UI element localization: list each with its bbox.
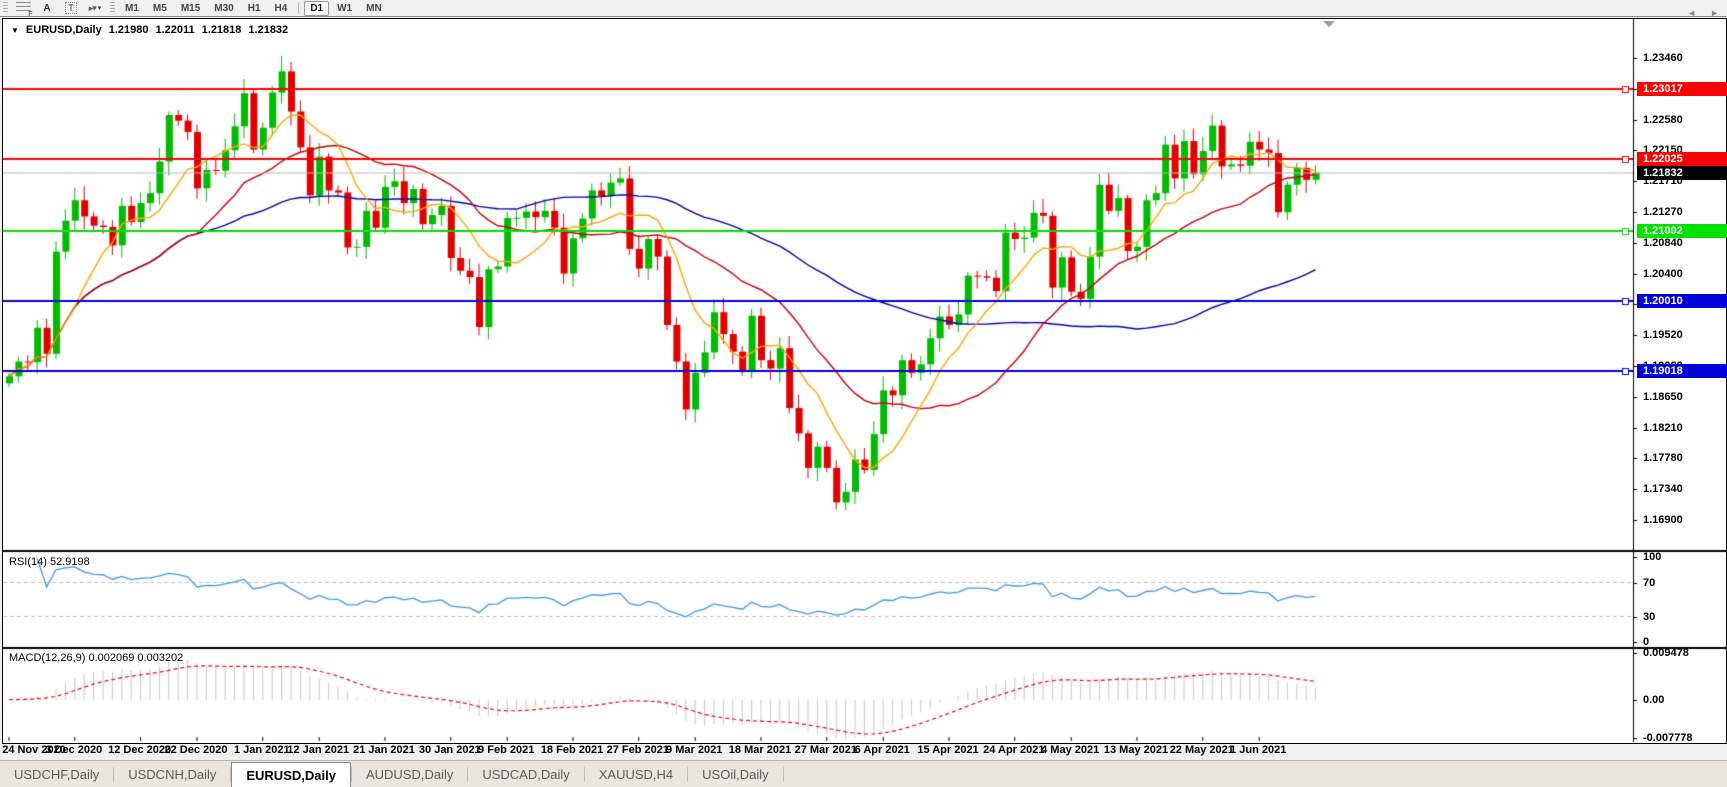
price-line-badge: 1.20010	[1637, 294, 1727, 308]
date-tick-label: 1 Jun 2021	[1230, 744, 1287, 756]
chart-tab-bar: USDCHF,Daily USDCNH,Daily EURUSD,Daily AUDU…	[0, 760, 1727, 787]
macd-tick-label: 0.009478	[1643, 647, 1689, 659]
chart-symbol: EURUSD,Daily	[25, 24, 102, 36]
macd-tick-label: 0.00	[1643, 693, 1665, 706]
timeframe-button-group: M1 M5 M15 M30 H1 H4 D1 W1 MN	[118, 0, 389, 16]
fibonacci-icon: F	[15, 2, 33, 18]
timeframe-button-m30[interactable]: M30	[214, 2, 234, 14]
shapes-tool-button[interactable]: ▸▾ ▾	[84, 1, 106, 15]
fibonacci-tool-button[interactable]: F	[12, 1, 34, 18]
toolbar-grip-2[interactable]	[110, 2, 115, 14]
date-tick-label: 27 Feb 2021	[606, 744, 669, 756]
rsi-label: RSI(14) 52.9198	[9, 556, 90, 568]
date-tick-label: 18 Feb 2021	[540, 744, 604, 756]
chart-open: 1.21980	[108, 24, 149, 36]
price-tick-label: 1.19520	[1643, 329, 1683, 342]
date-tick-label: 22 Dec 2020	[164, 744, 228, 756]
date-tick-label: 13 May 2021	[1103, 744, 1169, 756]
tab-divider	[113, 767, 115, 782]
price-tick-label: 1.20840	[1643, 236, 1683, 249]
price-line-badge: 1.22025	[1637, 152, 1727, 166]
price-line-badge: 1.21002	[1637, 224, 1727, 238]
date-tick-label: 27 Mar 2021	[794, 744, 857, 756]
chart-title: ▼ EURUSD,Daily 1.21980 1.22011 1.21818 1…	[11, 24, 288, 36]
chart-low: 1.21818	[201, 24, 242, 36]
rsi-tick-label: 30	[1643, 610, 1656, 623]
timeframe-button-m1[interactable]: M1	[125, 2, 139, 14]
rsi-tick-label: 70	[1643, 576, 1656, 589]
current-price-badge: 1.21832	[1637, 166, 1727, 180]
date-tick-label: 21 Jan 2021	[353, 744, 415, 756]
macd-label: MACD(12,26,9) 0.002069 0.003202	[9, 652, 184, 664]
chevron-down-icon: ▾	[97, 5, 102, 12]
timeframe-button-h4[interactable]: H4	[274, 2, 288, 14]
date-tick-label: 18 Mar 2021	[728, 744, 792, 756]
price-tick-label: 1.23460	[1643, 52, 1683, 64]
rsi-tick-label: 100	[1643, 551, 1662, 563]
price-line-badge: 1.23017	[1637, 82, 1727, 96]
date-tick-label: 12 Jan 2021	[287, 744, 350, 756]
tab-scroll-left-icon[interactable]: ◄	[1687, 8, 1697, 18]
date-tick-label: 15 Apr 2021	[917, 744, 979, 756]
price-tick-label: 1.20400	[1643, 267, 1683, 280]
chart-tab-audusd[interactable]: AUDUSD,Daily	[365, 767, 454, 782]
chart-tab-usdcad[interactable]: USDCAD,Daily	[482, 767, 570, 782]
price-tick-label: 1.22580	[1643, 113, 1683, 126]
chart-tab-usdchf[interactable]: USDCHF,Daily	[14, 767, 100, 782]
date-tick-label: 6 Apr 2021	[854, 744, 910, 756]
text-tool-button[interactable]: T	[60, 1, 82, 15]
chart-tab-eurusd[interactable]: EURUSD,Daily	[231, 762, 351, 787]
chart-tab-xauusd[interactable]: XAUUSD,H4	[598, 767, 674, 782]
date-tick-label: 1 Jan 2021	[233, 744, 290, 756]
macd-tick-label: -0.007778	[1643, 732, 1693, 744]
tab-divider	[467, 767, 469, 782]
date-tick-label: 24 Nov 2020	[2, 744, 66, 756]
text-box-icon: T	[65, 2, 77, 14]
timeframe-button-m5[interactable]: M5	[152, 2, 167, 14]
date-tick-label: 30 Jan 2021	[418, 744, 481, 756]
top-toolbar: F A T ▸▾ ▾ M1 M5 M15 M30 H1 H4 D1 W1 MN	[0, 0, 1727, 18]
tab-divider	[782, 767, 784, 782]
tab-divider	[687, 767, 689, 782]
date-tick-label: 4 May 2021	[1041, 744, 1100, 756]
chart-tab-usoil[interactable]: USOil,Daily	[702, 767, 769, 782]
price-tick-label: 1.16900	[1643, 514, 1683, 526]
tab-scrollers: ◄ ►	[1687, 8, 1719, 18]
toolbar-grip[interactable]	[3, 2, 8, 14]
arrow-text-tool-button[interactable]: A	[43, 2, 51, 14]
price-tick-label: 1.18210	[1643, 421, 1683, 434]
chart-close: 1.21832	[248, 24, 289, 36]
price-tick-label: 1.17340	[1643, 483, 1683, 495]
chart-dropdown-icon[interactable]: ▼	[11, 25, 19, 35]
price-chart-canvas[interactable]	[3, 19, 1726, 743]
tab-divider	[583, 767, 585, 782]
price-tick-label: 1.18650	[1643, 390, 1683, 403]
date-tick-label: 24 Apr 2021	[983, 744, 1045, 756]
tab-divider	[230, 767, 232, 782]
date-tick-label: 9 Feb 2021	[478, 744, 535, 756]
timeframe-button-h1[interactable]: H1	[247, 2, 261, 14]
timeframe-button-m15[interactable]: M15	[180, 2, 201, 14]
rsi-tick-label: 0	[1643, 636, 1650, 648]
toolbar-divider	[298, 2, 300, 14]
tab-divider	[350, 767, 352, 782]
timeframe-button-w1[interactable]: W1	[337, 2, 353, 14]
price-tick-label: 1.17780	[1643, 452, 1683, 465]
date-tick-label: 12 Dec 2020	[108, 744, 172, 756]
chart-high: 1.22011	[155, 24, 195, 36]
price-line-badge: 1.19018	[1637, 364, 1727, 378]
timeframe-button-d1[interactable]: D1	[304, 0, 330, 16]
price-tick-label: 1.21270	[1643, 206, 1683, 219]
date-tick-label: 3 Dec 2020	[45, 744, 103, 756]
chart-window: ▼ EURUSD,Daily 1.21980 1.22011 1.21818 1…	[2, 18, 1727, 744]
timeframe-button-mn[interactable]: MN	[366, 2, 382, 14]
date-tick-label: 22 May 2021	[1169, 744, 1234, 756]
date-tick-label: 9 Mar 2021	[666, 744, 723, 756]
chart-tab-usdcnh[interactable]: USDCNH,Daily	[128, 767, 217, 782]
arrows-shapes-icon: ▸▾	[88, 2, 97, 13]
tab-scroll-right-icon[interactable]: ►	[1710, 8, 1719, 18]
